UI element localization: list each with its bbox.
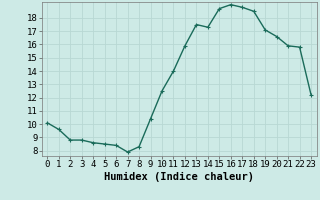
- X-axis label: Humidex (Indice chaleur): Humidex (Indice chaleur): [104, 172, 254, 182]
